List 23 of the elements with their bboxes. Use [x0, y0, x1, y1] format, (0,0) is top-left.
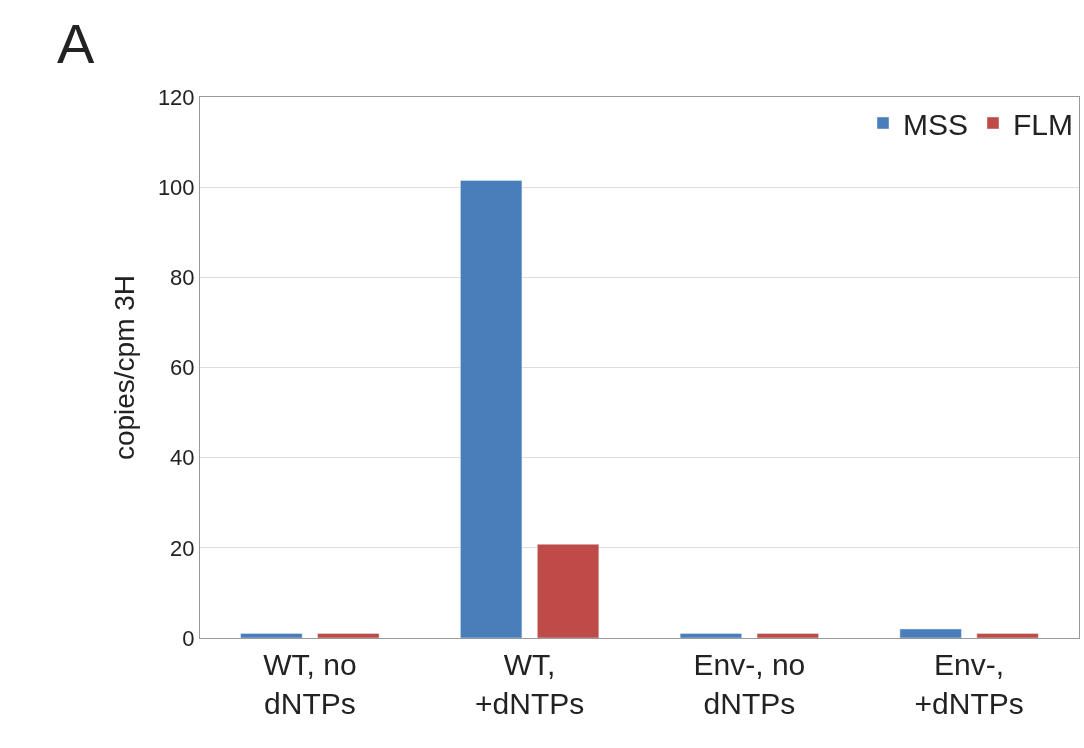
bar [537, 543, 600, 638]
y-tick-label: 80 [170, 265, 195, 291]
x-tick-label: WT, +dNTPs [475, 648, 585, 720]
legend-label: FLM [1013, 107, 1074, 141]
bar [679, 633, 742, 638]
y-tick-label: 120 [157, 84, 195, 110]
legend-label: MSS [903, 107, 969, 141]
bar [240, 633, 303, 638]
text: A [57, 12, 95, 75]
y-tick-label: 0 [182, 625, 195, 651]
bar [756, 633, 819, 638]
bar [899, 628, 962, 638]
x-tick-label: Env-, +dNTPs [914, 648, 1024, 720]
y-tick-label: 40 [170, 445, 195, 471]
x-tick-label: WT, no dNTPs [263, 648, 357, 720]
bar [317, 633, 380, 638]
bar [976, 633, 1039, 638]
bar [460, 180, 523, 638]
x-tick-label: Env-, no dNTPs [693, 648, 806, 720]
y-tick-label: 20 [170, 535, 195, 561]
y-tick-label: 100 [157, 174, 195, 200]
y-tick-label: 60 [170, 355, 195, 381]
y-axis-title: copies/cpm 3H [108, 274, 140, 461]
